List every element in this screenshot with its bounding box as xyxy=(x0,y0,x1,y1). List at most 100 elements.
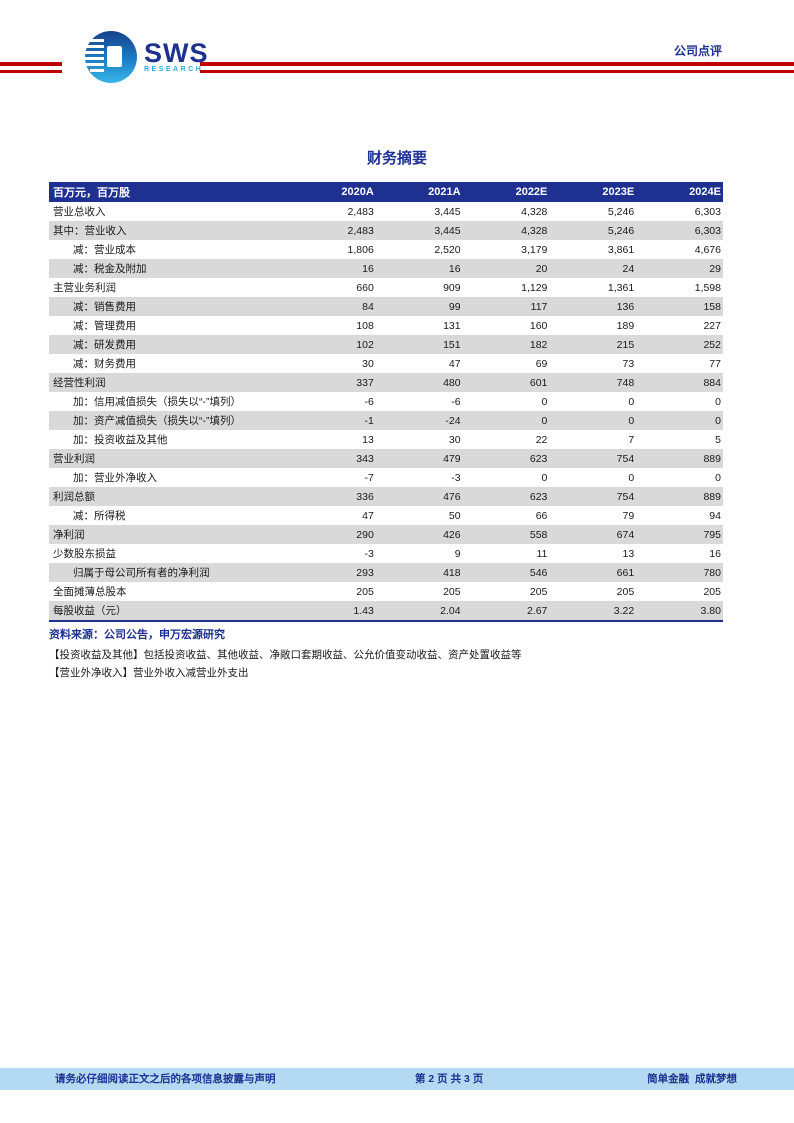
row-value: 136 xyxy=(616,300,635,313)
row-value: 909 xyxy=(443,281,461,294)
row-value: 754 xyxy=(616,490,635,503)
row-value: 13 xyxy=(622,547,635,560)
row-value: 117 xyxy=(530,300,548,313)
row-value: 2,483 xyxy=(347,205,374,218)
row-value: 29 xyxy=(709,262,721,275)
row-label: 减：研发费用 xyxy=(73,339,136,351)
row-value: 131 xyxy=(443,319,461,332)
row-label: 减：所得税 xyxy=(73,510,126,522)
row-value: 4,328 xyxy=(521,205,548,218)
row-value: 480 xyxy=(443,376,461,389)
source-note: 资料来源：公司公告，申万宏源研究 xyxy=(49,629,225,641)
table-row: 减：销售费用 84 99 117 136 158 xyxy=(49,297,723,316)
table-row: 加：营业外净收入 -7 -3 0 0 0 xyxy=(49,468,723,487)
row-value: 1,598 xyxy=(694,281,721,294)
table-row: 加：资产减值损失（损失以“-”填列） -1 -24 0 0 0 xyxy=(49,411,723,430)
row-value: 1,806 xyxy=(347,243,374,256)
row-value: -7 xyxy=(364,471,374,484)
row-label: 主营业务利润 xyxy=(53,282,116,294)
table-row: 全面摊薄总股本 205 205 205 205 205 xyxy=(49,582,723,601)
column-header: 2024E xyxy=(689,186,721,198)
row-value: 889 xyxy=(703,452,721,465)
footer-disclaimer: 请务必仔细阅读正文之后的各项信息披露与声明 xyxy=(55,1073,276,1085)
row-value: -6 xyxy=(364,395,374,408)
row-value: 479 xyxy=(443,452,461,465)
row-value: 4,328 xyxy=(521,224,548,237)
footnote-investment-income: 【投资收益及其他】包括投资收益、其他收益、净敞口套期收益、公允价值变动收益、资产… xyxy=(49,649,522,661)
row-value: 79 xyxy=(622,509,635,522)
rule-bar-thick xyxy=(200,62,794,66)
row-value: 889 xyxy=(703,490,721,503)
row-value: 476 xyxy=(443,490,461,503)
row-label: 每股收益（元） xyxy=(53,605,127,617)
row-value: -3 xyxy=(364,547,374,560)
row-value: 418 xyxy=(443,566,461,579)
row-value: 1,129 xyxy=(521,281,548,294)
row-value: 2.04 xyxy=(440,604,461,617)
row-value: 215 xyxy=(616,338,635,351)
row-value: 66 xyxy=(535,509,548,522)
logo-research-label: RESEARCH xyxy=(144,66,204,73)
row-value: 73 xyxy=(622,357,635,370)
sws-logo: SWS RESEARCH xyxy=(84,30,209,84)
row-value: 2,520 xyxy=(434,243,461,256)
row-value: 337 xyxy=(356,376,374,389)
row-value: 623 xyxy=(529,490,548,503)
row-value: 189 xyxy=(616,319,635,332)
row-value: 1,361 xyxy=(607,281,635,294)
row-value: 11 xyxy=(536,547,548,560)
row-value: 0 xyxy=(715,414,721,427)
row-value: 795 xyxy=(703,528,721,541)
column-header: 2020A xyxy=(341,186,374,198)
row-value: 99 xyxy=(448,300,461,313)
footer-page-number: 第 2 页 共 3 页 xyxy=(415,1073,484,1085)
row-value: 205 xyxy=(356,585,374,598)
table-row: 利润总额 336 476 623 754 889 xyxy=(49,487,723,506)
table-body: 营业总收入 2,483 3,445 4,328 5,246 6,303 其中：营业收入 2,4… xyxy=(49,202,723,620)
row-value: 205 xyxy=(616,585,635,598)
row-value: 290 xyxy=(356,528,374,541)
row-value: 205 xyxy=(443,585,461,598)
row-value: 3.80 xyxy=(700,604,721,617)
row-value: 660 xyxy=(356,281,374,294)
row-label: 少数股东损益 xyxy=(53,548,116,560)
table-row: 减：研发费用 102 151 182 215 252 xyxy=(49,335,723,354)
row-value: 252 xyxy=(703,338,721,351)
row-value: 77 xyxy=(709,357,721,370)
table-row: 主营业务利润 660 909 1,129 1,361 1,598 xyxy=(49,278,723,297)
table-row: 减：所得税 47 50 66 79 94 xyxy=(49,506,723,525)
row-value: 546 xyxy=(529,566,548,579)
table-row: 减：管理费用 108 131 160 189 227 xyxy=(49,316,723,335)
row-value: 674 xyxy=(616,528,635,541)
row-value: 9 xyxy=(454,547,461,560)
table-row: 归属于母公司所有者的净利润 293 418 546 661 780 xyxy=(49,563,723,582)
row-value: 884 xyxy=(703,376,721,389)
row-value: 22 xyxy=(535,433,548,446)
row-value: -3 xyxy=(451,471,461,484)
row-value: 13 xyxy=(362,433,374,446)
row-value: 2,483 xyxy=(347,224,374,237)
row-label: 减：营业成本 xyxy=(73,244,136,256)
footer-slogan: 简单金融 成就梦想 xyxy=(647,1073,737,1085)
row-value: 661 xyxy=(616,566,635,579)
unit-header: 百万元，百万股 xyxy=(53,187,130,199)
row-value: 5 xyxy=(715,433,721,446)
row-label: 减：财务费用 xyxy=(73,358,136,370)
row-value: 84 xyxy=(362,300,374,313)
table-row: 营业利润 343 479 623 754 889 xyxy=(49,449,723,468)
row-value: 1.43 xyxy=(353,604,374,617)
column-header: 2022E xyxy=(515,186,548,198)
row-label: 利润总额 xyxy=(53,491,95,503)
row-value: 182 xyxy=(529,338,548,351)
doc-type-label: 公司点评 xyxy=(673,44,722,58)
row-value: -1 xyxy=(364,414,374,427)
row-value: 6,303 xyxy=(694,205,721,218)
row-label: 减：管理费用 xyxy=(73,320,136,332)
row-value: 205 xyxy=(703,585,721,598)
row-value: 30 xyxy=(448,433,461,446)
row-value: 0 xyxy=(628,395,635,408)
row-value: 0 xyxy=(541,471,548,484)
row-value: 0 xyxy=(715,395,721,408)
row-value: 343 xyxy=(356,452,374,465)
